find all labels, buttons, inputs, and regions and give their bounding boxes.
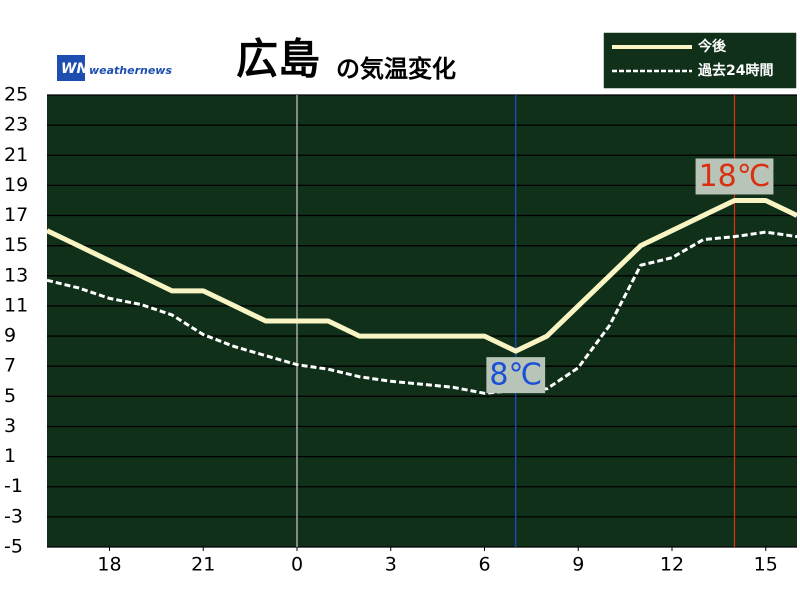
- annotation: 8℃: [486, 357, 546, 394]
- series-line: [46, 230, 798, 395]
- y-tick-label: 11: [4, 294, 28, 316]
- x-tick-label: 6: [478, 554, 490, 576]
- y-tick-label: 15: [4, 234, 28, 256]
- logo-letters: WN: [61, 61, 88, 77]
- annotation-label: 8℃: [489, 358, 542, 393]
- x-tick-label: 12: [660, 554, 684, 576]
- y-tick-label: 1: [4, 445, 16, 467]
- y-tick-label: 25: [4, 84, 28, 106]
- annotation-box: [695, 158, 774, 195]
- annotation-label: 18℃: [699, 159, 771, 194]
- x-tick-label: 3: [385, 554, 397, 576]
- legend-box: [602, 31, 798, 90]
- y-tick-label: 19: [4, 174, 28, 196]
- logo-mark: [57, 55, 85, 81]
- chart-subtitle: の気温変化: [336, 55, 456, 83]
- plot-area: [47, 95, 797, 547]
- x-tick-label: 0: [291, 554, 303, 576]
- x-tick-label: 21: [191, 554, 215, 576]
- series-line: [45, 197, 799, 354]
- y-tick-label: 5: [4, 385, 16, 407]
- annotation-box: [486, 357, 546, 394]
- y-tick-label: 23: [4, 114, 28, 136]
- chart-title: 広島: [236, 35, 320, 84]
- x-tick-label: 18: [97, 554, 121, 576]
- y-tick-label: -3: [4, 505, 23, 527]
- y-tick-label: -5: [4, 536, 23, 558]
- y-tick-label: 3: [4, 415, 16, 437]
- brand: weathernews: [89, 64, 172, 77]
- x-tick-label: 15: [754, 554, 778, 576]
- y-tick-label: 17: [4, 204, 28, 226]
- annotation: 18℃: [695, 158, 774, 195]
- y-tick-label: 9: [4, 325, 16, 347]
- legend-label: 過去24時間: [697, 62, 773, 79]
- y-tick-label: -1: [4, 475, 23, 497]
- x-tick-label: 9: [572, 554, 584, 576]
- legend-label: 今後: [697, 38, 727, 55]
- y-tick-label: 21: [4, 144, 28, 166]
- y-tick-label: 7: [4, 355, 16, 377]
- y-tick-label: 13: [4, 264, 28, 286]
